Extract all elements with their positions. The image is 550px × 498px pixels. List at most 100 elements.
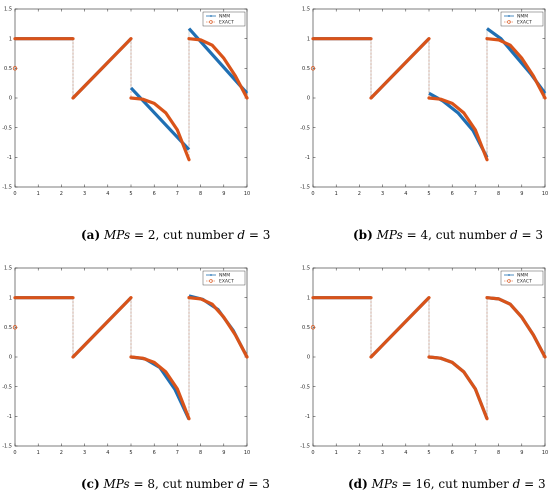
x-tick-label: 1 [335, 450, 338, 456]
legend-box [202, 11, 246, 27]
x-tick-label: 8 [199, 191, 202, 197]
exact-series-line [71, 37, 133, 100]
x-tick-label: 0 [13, 450, 16, 456]
exact-series-line [427, 96, 489, 162]
x-tick-label: 1 [37, 450, 40, 456]
x-tick-label: 8 [497, 450, 500, 456]
exact-series-line [187, 37, 249, 100]
y-tick-label: 1.5 [4, 7, 12, 13]
exact-marker [12, 325, 18, 330]
caption-mps: MPs [103, 228, 131, 242]
exact-marker [310, 325, 316, 330]
exact-series-line [187, 296, 249, 359]
legend-nmm-marker [210, 15, 212, 17]
caption-d: d [236, 477, 245, 491]
x-tick-label: 0 [311, 191, 314, 197]
y-tick-label: -1 [305, 414, 310, 420]
legend-nmm-marker [210, 274, 212, 276]
legend-box [202, 270, 246, 286]
y-tick-label: 0 [307, 355, 310, 361]
x-tick-label: 2 [358, 450, 361, 456]
x-tick-label: 9 [222, 450, 225, 456]
y-tick-label: 0.5 [4, 66, 12, 72]
y-tick-label: 0 [307, 96, 310, 102]
y-tick-label: 0.5 [4, 325, 12, 331]
x-tick-label: 3 [381, 191, 384, 197]
y-tick-label: -0.5 [300, 125, 310, 131]
caption-label: (b) [353, 228, 373, 242]
legend-exact-marker [209, 20, 213, 24]
x-tick-label: 6 [451, 450, 454, 456]
y-tick-label: 1 [9, 36, 12, 42]
x-tick-label: 5 [427, 450, 430, 456]
y-tick-label: -0.5 [300, 384, 310, 390]
y-tick-label: 0.5 [302, 325, 310, 331]
y-tick-label: 1 [9, 295, 12, 301]
x-tick-label: 10 [244, 191, 250, 197]
x-tick-label: 9 [222, 191, 225, 197]
x-tick-label: 5 [129, 450, 132, 456]
x-tick-label: 2 [60, 450, 63, 456]
caption-d: d [512, 477, 521, 491]
y-tick-label: -1 [305, 155, 310, 161]
caption-text: = 16, cut number [397, 477, 513, 491]
legend-label-nmm: NMM [219, 14, 230, 20]
x-tick-label: 2 [358, 191, 361, 197]
exact-series-line [485, 37, 547, 100]
caption-text: = 2, cut number [130, 228, 238, 242]
exact-marker [310, 66, 316, 71]
caption-b: (b) MPs = 4, cut number d = 3 [353, 228, 543, 242]
x-tick-label: 0 [311, 450, 314, 456]
exact-series-line [369, 296, 431, 359]
caption-a: (a) MPs = 2, cut number d = 3 [81, 228, 270, 242]
exact-series-line [129, 96, 191, 162]
y-tick-label: -1.5 [2, 185, 12, 191]
legend-label-exact: EXACT [517, 279, 532, 285]
caption-mps: MPs [371, 477, 398, 491]
x-tick-label: 7 [474, 191, 477, 197]
legend-box [500, 270, 544, 286]
x-tick-label: 8 [497, 191, 500, 197]
x-tick-label: 6 [153, 450, 156, 456]
y-tick-label: -1 [7, 155, 12, 161]
y-tick-label: 1 [307, 295, 310, 301]
caption-value: = 3 [244, 477, 270, 491]
y-tick-label: 1.5 [302, 7, 310, 13]
y-tick-label: -1.5 [2, 444, 12, 450]
x-tick-label: 1 [335, 191, 338, 197]
y-tick-label: -0.5 [2, 384, 12, 390]
x-tick-label: 2 [60, 191, 63, 197]
x-tick-label: 3 [83, 450, 86, 456]
y-tick-label: 1 [307, 36, 310, 42]
y-tick-label: -1.5 [300, 185, 310, 191]
caption-label: (d) [348, 477, 368, 491]
y-tick-label: 1.5 [302, 266, 310, 272]
legend-nmm-marker [508, 15, 510, 17]
x-tick-label: 10 [542, 450, 548, 456]
caption-mps: MPs [376, 228, 403, 242]
exact-marker [12, 66, 18, 71]
y-tick-label: -1.5 [300, 444, 310, 450]
caption-c: (c) MPs = 8, cut number d = 3 [81, 477, 270, 491]
x-tick-label: 4 [106, 450, 109, 456]
y-tick-label: -0.5 [2, 125, 12, 131]
y-tick-label: 0.5 [302, 66, 310, 72]
x-tick-label: 10 [542, 191, 548, 197]
caption-text: = 8, cut number [129, 477, 237, 491]
legend-exact-marker [507, 279, 511, 283]
legend-label-exact: EXACT [517, 20, 532, 26]
caption-value: = 3 [517, 228, 543, 242]
x-tick-label: 3 [83, 191, 86, 197]
x-tick-label: 4 [404, 450, 407, 456]
exact-series-line [369, 37, 431, 100]
legend-label-exact: EXACT [219, 279, 234, 285]
x-tick-label: 4 [404, 191, 407, 197]
exact-series-line [129, 355, 191, 421]
caption-value: = 3 [520, 477, 546, 491]
y-tick-label: 0 [9, 355, 12, 361]
x-tick-label: 5 [129, 191, 132, 197]
caption-d: d [509, 228, 518, 242]
